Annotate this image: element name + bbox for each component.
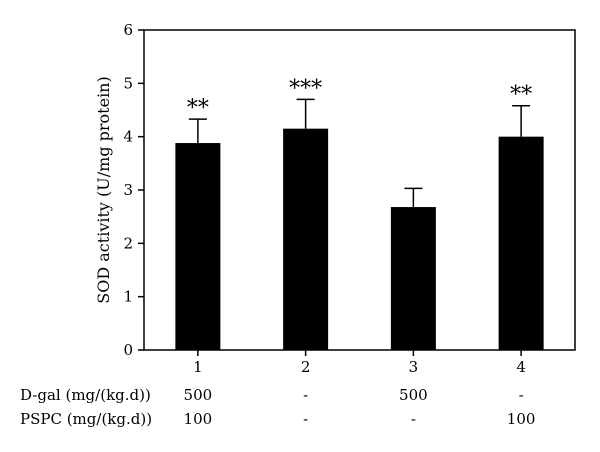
- significance-label: **: [187, 96, 209, 121]
- y-tick-label: 0: [123, 341, 133, 359]
- x-tick-label: 4: [516, 358, 526, 376]
- treatment-value: -: [411, 410, 416, 428]
- treatment-value: -: [519, 386, 524, 404]
- bar: [498, 136, 544, 350]
- y-tick-label: 4: [123, 128, 133, 146]
- x-tick-label: 1: [193, 358, 203, 376]
- treatment-value: 100: [507, 410, 536, 428]
- y-axis-label: SOD activity (U/mg protein): [94, 76, 113, 303]
- x-tick-label: 3: [409, 358, 419, 376]
- treatment-row-label: D-gal (mg/(kg.d)): [20, 386, 151, 404]
- bar: [390, 207, 436, 350]
- treatment-value: -: [303, 386, 308, 404]
- bar: [283, 128, 329, 350]
- treatment-value: 500: [184, 386, 213, 404]
- bar: [175, 143, 221, 350]
- significance-label: ***: [289, 76, 322, 101]
- treatment-value: 500: [399, 386, 428, 404]
- y-tick-label: 3: [123, 181, 133, 199]
- x-tick-label: 2: [301, 358, 311, 376]
- treatment-value: -: [303, 410, 308, 428]
- y-tick-label: 2: [123, 234, 133, 252]
- y-tick-label: 5: [123, 74, 133, 92]
- treatment-row-label: PSPC (mg/(kg.d)): [20, 410, 152, 428]
- treatment-value: 100: [184, 410, 213, 428]
- significance-label: **: [510, 83, 532, 108]
- y-tick-label: 6: [123, 21, 133, 39]
- y-tick-label: 1: [123, 288, 133, 306]
- plot-area: 0 1 2 3 4 5 6 1 ** 2 *** 3 4 ** D-gal (mg/(kg.d)) 500 - 5…: [20, 21, 576, 428]
